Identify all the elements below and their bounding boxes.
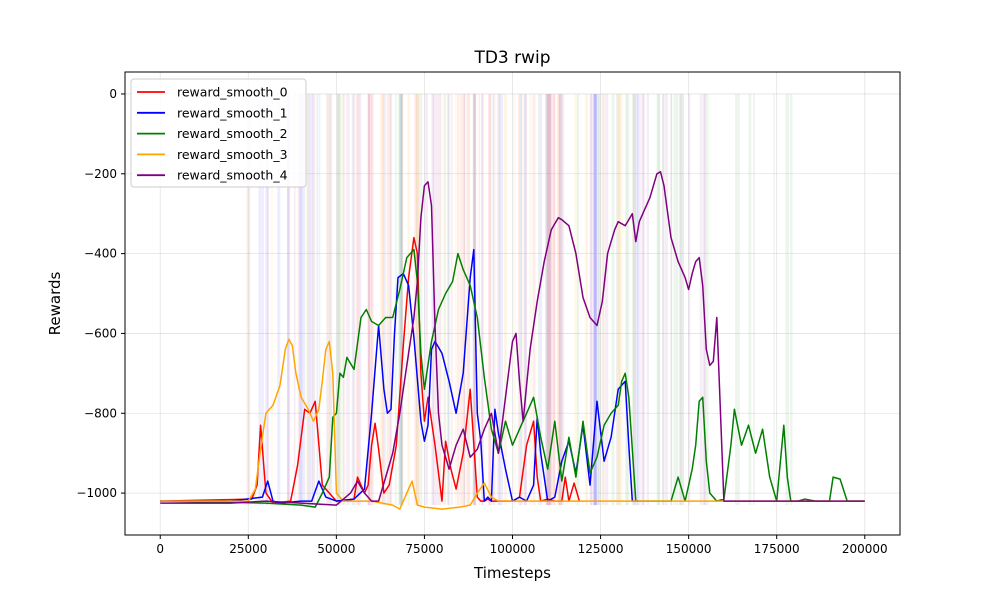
y-axis-label: Rewards bbox=[46, 271, 64, 335]
series-line-4 bbox=[160, 171, 865, 506]
legend-box bbox=[130, 78, 307, 188]
series-line-2 bbox=[160, 248, 865, 508]
legend-label: reward_smooth_4 bbox=[177, 168, 288, 183]
x-axis-label: Timesteps bbox=[473, 564, 551, 582]
y-tick-label: −600 bbox=[84, 326, 117, 340]
x-tick-label: 100000 bbox=[490, 542, 536, 556]
y-tick-label: 0 bbox=[109, 87, 117, 101]
raw-reward-traces bbox=[246, 94, 793, 506]
y-axis-ticks: 0 −200 −400 −600 −800 −1000 bbox=[76, 87, 125, 500]
chart-title: TD3 rwip bbox=[473, 48, 550, 68]
series-line-3 bbox=[160, 338, 865, 510]
y-tick-label: −400 bbox=[84, 247, 117, 261]
x-tick-label: 125000 bbox=[578, 542, 624, 556]
x-tick-label: 0 bbox=[156, 542, 164, 556]
series-line-0 bbox=[160, 236, 581, 504]
x-tick-label: 200000 bbox=[842, 542, 888, 556]
x-tick-label: 50000 bbox=[317, 542, 355, 556]
legend-label: reward_smooth_1 bbox=[177, 105, 288, 120]
y-tick-label: −800 bbox=[84, 406, 117, 420]
x-tick-label: 25000 bbox=[229, 542, 267, 556]
x-tick-label: 175000 bbox=[754, 542, 800, 556]
x-axis-ticks: 0 25000 50000 75000 100000 125000 150000 175000… bbox=[156, 535, 888, 556]
legend-label: reward_smooth_0 bbox=[177, 85, 288, 100]
legend-label: reward_smooth_2 bbox=[177, 126, 288, 141]
series-lines bbox=[160, 171, 865, 510]
legend-label: reward_smooth_3 bbox=[177, 147, 288, 162]
x-tick-label: 75000 bbox=[405, 542, 443, 556]
x-tick-label: 150000 bbox=[666, 542, 712, 556]
y-tick-label: −200 bbox=[84, 167, 117, 181]
y-tick-label: −1000 bbox=[76, 486, 117, 500]
legend: reward_smooth_0 reward_smooth_1 reward_smo… bbox=[130, 78, 307, 188]
